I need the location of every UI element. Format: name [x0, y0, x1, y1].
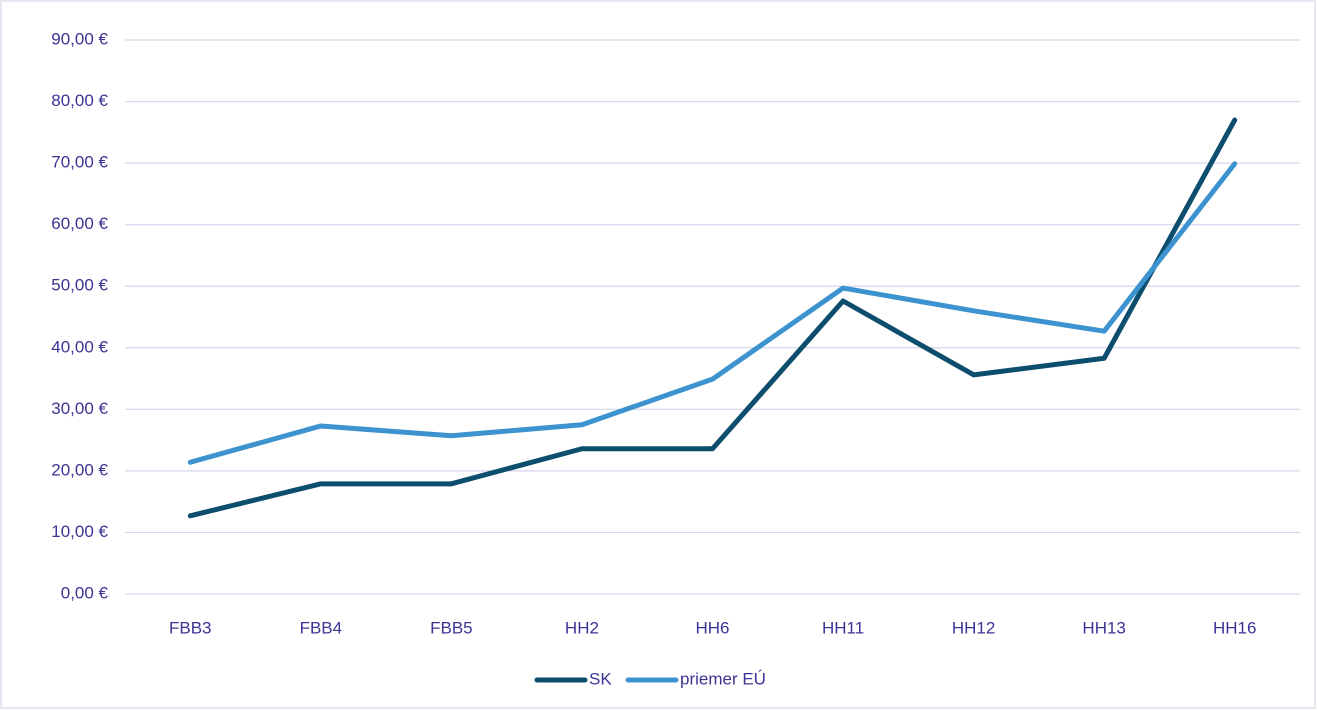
- y-tick-label: 90,00 €: [51, 29, 108, 48]
- y-tick-label: 40,00 €: [51, 337, 108, 356]
- y-tick-label: 80,00 €: [51, 91, 108, 110]
- y-tick-label: 70,00 €: [51, 153, 108, 172]
- legend-label: SK: [589, 669, 612, 688]
- x-tick-label: HH11: [822, 618, 864, 637]
- x-tick-label: FBB3: [169, 618, 212, 637]
- x-tick-label: FBB5: [430, 618, 473, 637]
- y-tick-label: 20,00 €: [51, 460, 108, 479]
- x-tick-label: HH13: [1082, 618, 1125, 637]
- legend-label: priemer EÚ: [680, 669, 766, 688]
- x-tick-label: HH2: [565, 618, 599, 637]
- y-tick-label: 10,00 €: [51, 522, 108, 541]
- y-tick-label: 30,00 €: [51, 399, 108, 418]
- x-tick-label: HH6: [695, 618, 729, 637]
- x-tick-label: HH12: [952, 618, 995, 637]
- y-tick-label: 50,00 €: [51, 276, 108, 295]
- x-tick-label: HH16: [1213, 618, 1256, 637]
- series-line: [187, 161, 1238, 465]
- series-line: [187, 117, 1238, 519]
- y-tick-label: 0,00 €: [61, 583, 109, 602]
- x-tick-label: FBB4: [300, 618, 343, 637]
- y-tick-label: 60,00 €: [51, 214, 108, 233]
